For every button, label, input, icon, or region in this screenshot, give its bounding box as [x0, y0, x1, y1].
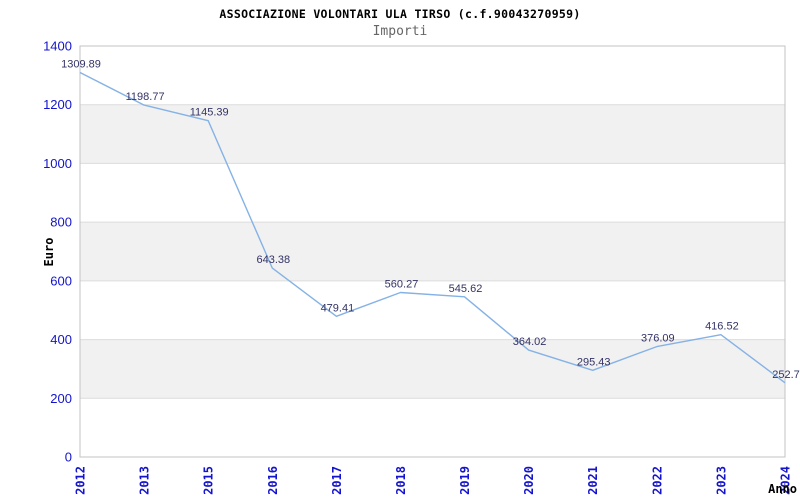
y-tick-label: 1000	[43, 156, 72, 171]
y-tick-label: 0	[65, 450, 72, 465]
point-label: 643.38	[256, 254, 290, 266]
x-tick-label: 2019	[458, 466, 472, 495]
x-tick-label: 2021	[586, 466, 600, 495]
x-tick-label: 2012	[74, 466, 88, 495]
chart-subtitle: Importi	[372, 24, 428, 39]
x-tick-label: 2020	[522, 466, 536, 495]
x-tick-label: 2023	[714, 466, 728, 495]
point-label: 295.43	[577, 356, 611, 368]
point-label: 376.09	[641, 333, 675, 345]
x-tick-label: 2015	[202, 466, 216, 495]
point-label: 479.41	[321, 302, 355, 314]
x-axis-title: Anno	[768, 482, 797, 496]
x-tick-label: 2018	[394, 466, 408, 495]
x-tick-label: 2024	[779, 466, 793, 495]
chart-title: ASSOCIAZIONE VOLONTARI ULA TIRSO (c.f.90…	[219, 7, 581, 21]
y-axis-title: Euro	[42, 238, 56, 267]
x-tick-label: 2017	[330, 466, 344, 495]
y-tick-label: 200	[50, 391, 72, 406]
data-line	[79, 71, 786, 384]
y-tick-label: 800	[50, 215, 72, 230]
point-label: 364.02	[513, 336, 547, 348]
y-tick-label: 1400	[43, 39, 72, 54]
point-label: 545.62	[449, 283, 483, 295]
plot-band	[80, 339, 785, 399]
y-tick-label: 1200	[43, 97, 72, 112]
point-label: 560.27	[385, 279, 419, 291]
point-label: 1145.39	[190, 107, 229, 119]
x-tick-label: 2016	[266, 466, 280, 495]
y-tick-label: 600	[50, 273, 72, 288]
plot-band	[80, 222, 785, 281]
plot-border	[79, 45, 786, 458]
y-tick-label: 400	[50, 332, 72, 347]
plot-band	[80, 104, 785, 164]
point-label: 1309.89	[61, 59, 101, 71]
point-label: 416.52	[705, 321, 739, 333]
x-tick-label: 2013	[138, 466, 152, 495]
x-tick-label: 2022	[650, 466, 664, 495]
point-label: 252.7	[772, 369, 800, 381]
point-label: 1198.77	[126, 91, 165, 103]
